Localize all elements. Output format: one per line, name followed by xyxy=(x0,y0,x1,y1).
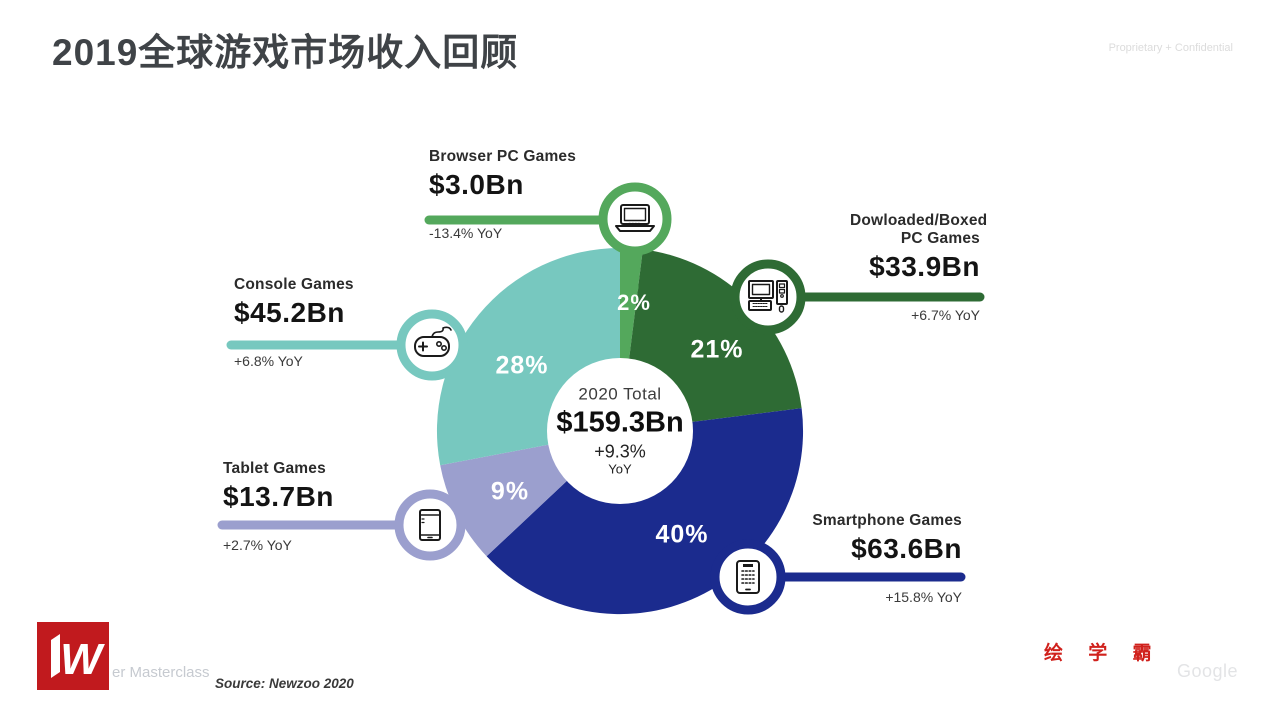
donut-center-label: 2020 Total $159.3Bn +9.3% YoY xyxy=(540,385,700,478)
category-name: Tablet Games xyxy=(223,460,326,477)
category-name: Console Games xyxy=(234,276,354,293)
slice-label-browser: 2% xyxy=(617,290,651,315)
icon-badges xyxy=(394,182,806,615)
huixueba-watermark: 绘 学 霸 xyxy=(1044,643,1162,664)
browser-icon-ring xyxy=(598,182,672,256)
chart-source: Source: Newzoo 2020 xyxy=(215,676,354,691)
category-yoy: +2.7% YoY xyxy=(223,537,292,553)
category-name: Dowloaded/Boxed PC Games xyxy=(850,212,988,247)
w-logo-letter: W xyxy=(60,635,105,684)
center-growth: +9.3% xyxy=(594,441,646,462)
smartphone-icon-ring xyxy=(710,539,786,615)
connector-lines xyxy=(217,215,985,582)
desktop-pc-icon xyxy=(748,280,788,313)
callout-tablet-games: Tablet Games $13.7Bn +2.7% YoY xyxy=(223,460,334,553)
donut-hole xyxy=(547,358,693,504)
confidential-note: Proprietary + Confidential xyxy=(1108,42,1233,54)
slice-label-boxed-pc: 21% xyxy=(690,335,744,364)
category-yoy: +6.8% YoY xyxy=(234,353,303,369)
center-total-value: $159.3Bn xyxy=(556,406,684,439)
laptop-icon xyxy=(615,204,655,232)
console-icon-ring xyxy=(396,309,468,381)
masterclass-watermark: er Masterclass xyxy=(112,664,210,681)
slice-label-tablet: 9% xyxy=(490,477,530,506)
callout-boxed-pc-games: Dowloaded/Boxed PC Games $33.9Bn +6.7% Y… xyxy=(850,212,988,323)
w-logo-background xyxy=(37,622,109,690)
category-revenue: $3.0Bn xyxy=(429,169,524,200)
category-yoy: +6.7% YoY xyxy=(911,307,980,323)
slide-title: 2019全球游戏市场收入回顾 xyxy=(52,32,519,73)
category-revenue: $33.9Bn xyxy=(869,251,980,282)
center-growth-unit: YoY xyxy=(608,461,632,477)
category-yoy: +15.8% YoY xyxy=(885,589,962,605)
callout-browser-pc-games: Browser PC Games $3.0Bn -13.4% YoY xyxy=(429,148,576,241)
category-name: Smartphone Games xyxy=(812,512,962,529)
google-watermark: Google xyxy=(1177,661,1239,681)
category-revenue: $13.7Bn xyxy=(223,481,334,512)
w-logo: W xyxy=(37,622,109,690)
center-total-label: 2020 Total xyxy=(578,384,662,404)
category-yoy: -13.4% YoY xyxy=(429,225,503,241)
slice-label-console: 28% xyxy=(495,351,549,380)
category-revenue: $63.6Bn xyxy=(851,533,962,564)
w-logo-slab xyxy=(51,634,60,678)
tablet-icon xyxy=(419,509,441,541)
category-name: Browser PC Games xyxy=(429,148,577,165)
smartphone-icon xyxy=(736,560,760,594)
gamepad-icon xyxy=(414,326,452,357)
tablet-icon-ring xyxy=(394,489,466,561)
slice-label-smartphone: 40% xyxy=(655,520,709,549)
callout-console-games: Console Games $45.2Bn +6.8% YoY xyxy=(234,276,354,369)
category-revenue: $45.2Bn xyxy=(234,297,345,328)
callout-smartphone-games: Smartphone Games $63.6Bn +15.8% YoY xyxy=(812,512,962,605)
